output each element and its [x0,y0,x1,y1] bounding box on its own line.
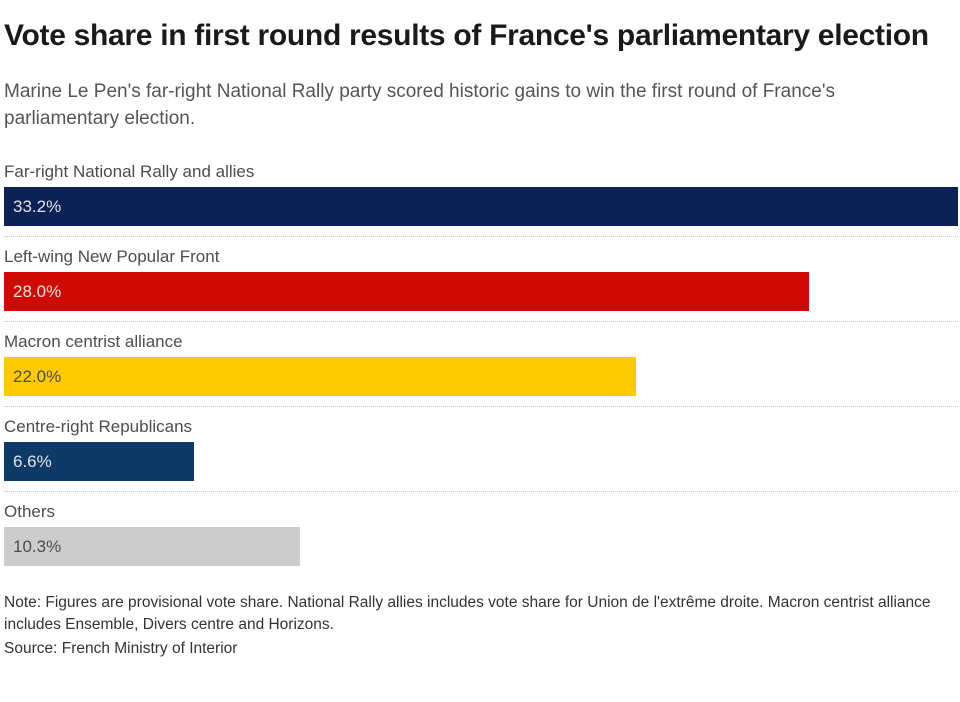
bar-category-label: Left-wing New Popular Front [4,247,220,266]
bar-category-label: Centre-right Republicans [4,417,193,436]
bar: 6.6% [4,442,194,481]
bar: 33.2% [4,187,958,226]
bar-value-label: 10.3% [13,536,62,556]
chart-subtitle: Marine Le Pen's far-right National Rally… [4,81,835,129]
bar-category-label: Macron centrist alliance [4,332,183,351]
page-title: Vote share in first round results of Fra… [4,19,929,52]
bar-category-label: Far-right National Rally and allies [4,162,255,181]
bar-value-label: 6.6% [13,451,52,471]
bar: 22.0% [4,357,637,396]
bar-value-label: 22.0% [13,366,62,386]
bar-value-label: 33.2% [13,196,62,216]
bar-row: Macron centrist alliance 22.0% [4,331,958,407]
bar-chart: Far-right National Rally and allies 33.2… [4,161,958,566]
bar-row: Centre-right Republicans 6.6% [4,416,958,492]
bar-row: Left-wing New Popular Front 28.0% [4,246,958,322]
chart-note: Note: Figures are provisional vote share… [4,594,931,633]
bar-category-label: Others [4,502,56,521]
chart-source: Source: French Ministry of Interior [4,640,238,657]
bar-value-label: 28.0% [13,281,62,301]
bar: 28.0% [4,272,809,311]
bar: 10.3% [4,527,300,566]
bar-row: Others 10.3% [4,501,958,566]
bar-row: Far-right National Rally and allies 33.2… [4,161,958,237]
